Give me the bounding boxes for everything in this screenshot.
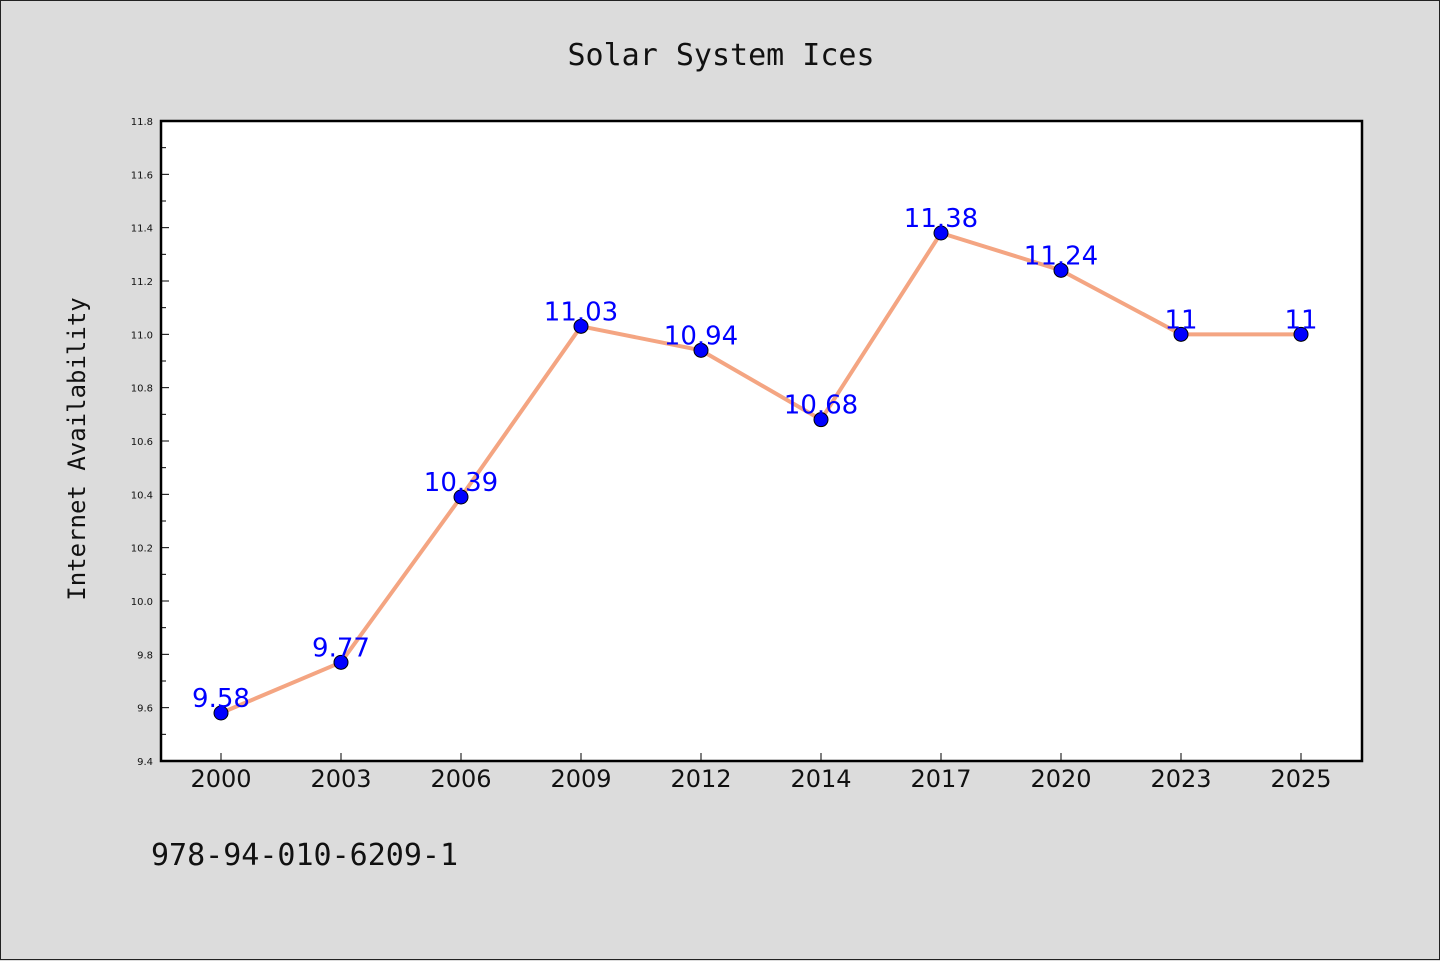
- y-tick-label: 10.4: [131, 490, 153, 501]
- x-tick-label: 2006: [430, 765, 491, 793]
- data-point: [1293, 326, 1309, 342]
- data-label: 11: [1164, 305, 1197, 335]
- data-label: 11.24: [1024, 241, 1098, 271]
- y-tick-label: 9.6: [137, 704, 153, 715]
- data-point: [453, 489, 469, 505]
- data-label: 9.77: [312, 633, 370, 663]
- x-tick-label: 2020: [1030, 765, 1091, 793]
- data-label: 11: [1284, 305, 1317, 335]
- x-tick-label: 2023: [1150, 765, 1211, 793]
- footer-code: 978-94-010-6209-1: [151, 838, 458, 873]
- y-tick-label: 11.4: [131, 224, 153, 235]
- data-point: [693, 342, 709, 358]
- data-label: 10.68: [784, 391, 858, 421]
- data-label: 11.03: [544, 297, 618, 327]
- series-line: [220, 231, 1301, 715]
- x-tick-label: 2017: [910, 765, 971, 793]
- y-tick-label: 10.0: [131, 597, 153, 608]
- x-tick-label: 2012: [670, 765, 731, 793]
- data-point: [213, 705, 229, 721]
- data-point: [1173, 326, 1189, 342]
- chart-title: Solar System Ices: [567, 38, 874, 73]
- y-tick-label: 10.8: [131, 384, 153, 395]
- y-tick-label: 11.8: [131, 117, 153, 128]
- data-point: [333, 654, 349, 670]
- y-axis-ticks: 9.4 9.6 9.8 10.0 10.2 10.4 10.6 10.8 11.0 11.2 11.…: [131, 117, 169, 768]
- x-tick-label: 2025: [1270, 765, 1331, 793]
- x-tick-label: 2014: [790, 765, 851, 793]
- series-layer: [213, 225, 1309, 721]
- y-tick-label: 11.2: [131, 277, 153, 288]
- x-tick-label: 2009: [550, 765, 611, 793]
- data-label: 10.39: [424, 468, 498, 498]
- data-point: [813, 412, 829, 428]
- y-tick-label: 10.6: [131, 437, 153, 448]
- y-tick-label: 11.0: [131, 330, 153, 341]
- data-point: [573, 318, 589, 334]
- x-tick-label: 2000: [190, 765, 251, 793]
- plot-border: [159, 119, 1364, 763]
- plot-area: [161, 121, 1362, 761]
- data-label: 11.38: [904, 204, 978, 234]
- data-point: [1053, 262, 1069, 278]
- data-point: [933, 225, 949, 241]
- y-tick-label: 11.6: [131, 170, 153, 181]
- data-label: 9.58: [192, 684, 250, 714]
- data-label: 10.94: [664, 321, 738, 351]
- y-tick-label: 10.2: [131, 544, 153, 555]
- x-axis-ticks: 2000 2003 2006 2009 2012 2014 2017 2020 2023 2025: [190, 753, 1332, 793]
- data-labels-layer: 9.58 9.77 10.39 11.03 10.94 10.68 11.38 11.24 11…: [192, 204, 1317, 714]
- y-tick-label: 9.4: [137, 757, 153, 768]
- x-tick-label: 2003: [310, 765, 371, 793]
- y-tick-label: 9.8: [137, 650, 153, 661]
- y-axis-label: Internet Availability: [63, 297, 91, 600]
